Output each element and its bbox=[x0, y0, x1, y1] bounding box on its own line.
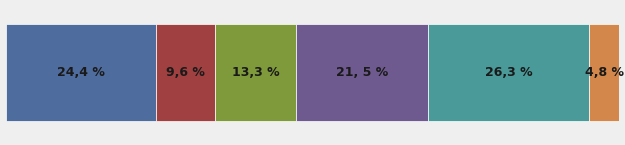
Text: 13,3 %: 13,3 % bbox=[232, 66, 279, 79]
FancyBboxPatch shape bbox=[296, 24, 428, 121]
FancyBboxPatch shape bbox=[6, 24, 156, 121]
FancyBboxPatch shape bbox=[156, 24, 215, 121]
FancyBboxPatch shape bbox=[428, 24, 589, 121]
Text: 9,6 %: 9,6 % bbox=[166, 66, 205, 79]
Text: 26,3 %: 26,3 % bbox=[485, 66, 532, 79]
Text: 21, 5 %: 21, 5 % bbox=[336, 66, 388, 79]
FancyBboxPatch shape bbox=[215, 24, 296, 121]
Text: 24,4 %: 24,4 % bbox=[57, 66, 105, 79]
Text: 4,8 %: 4,8 % bbox=[584, 66, 624, 79]
FancyBboxPatch shape bbox=[589, 24, 619, 121]
